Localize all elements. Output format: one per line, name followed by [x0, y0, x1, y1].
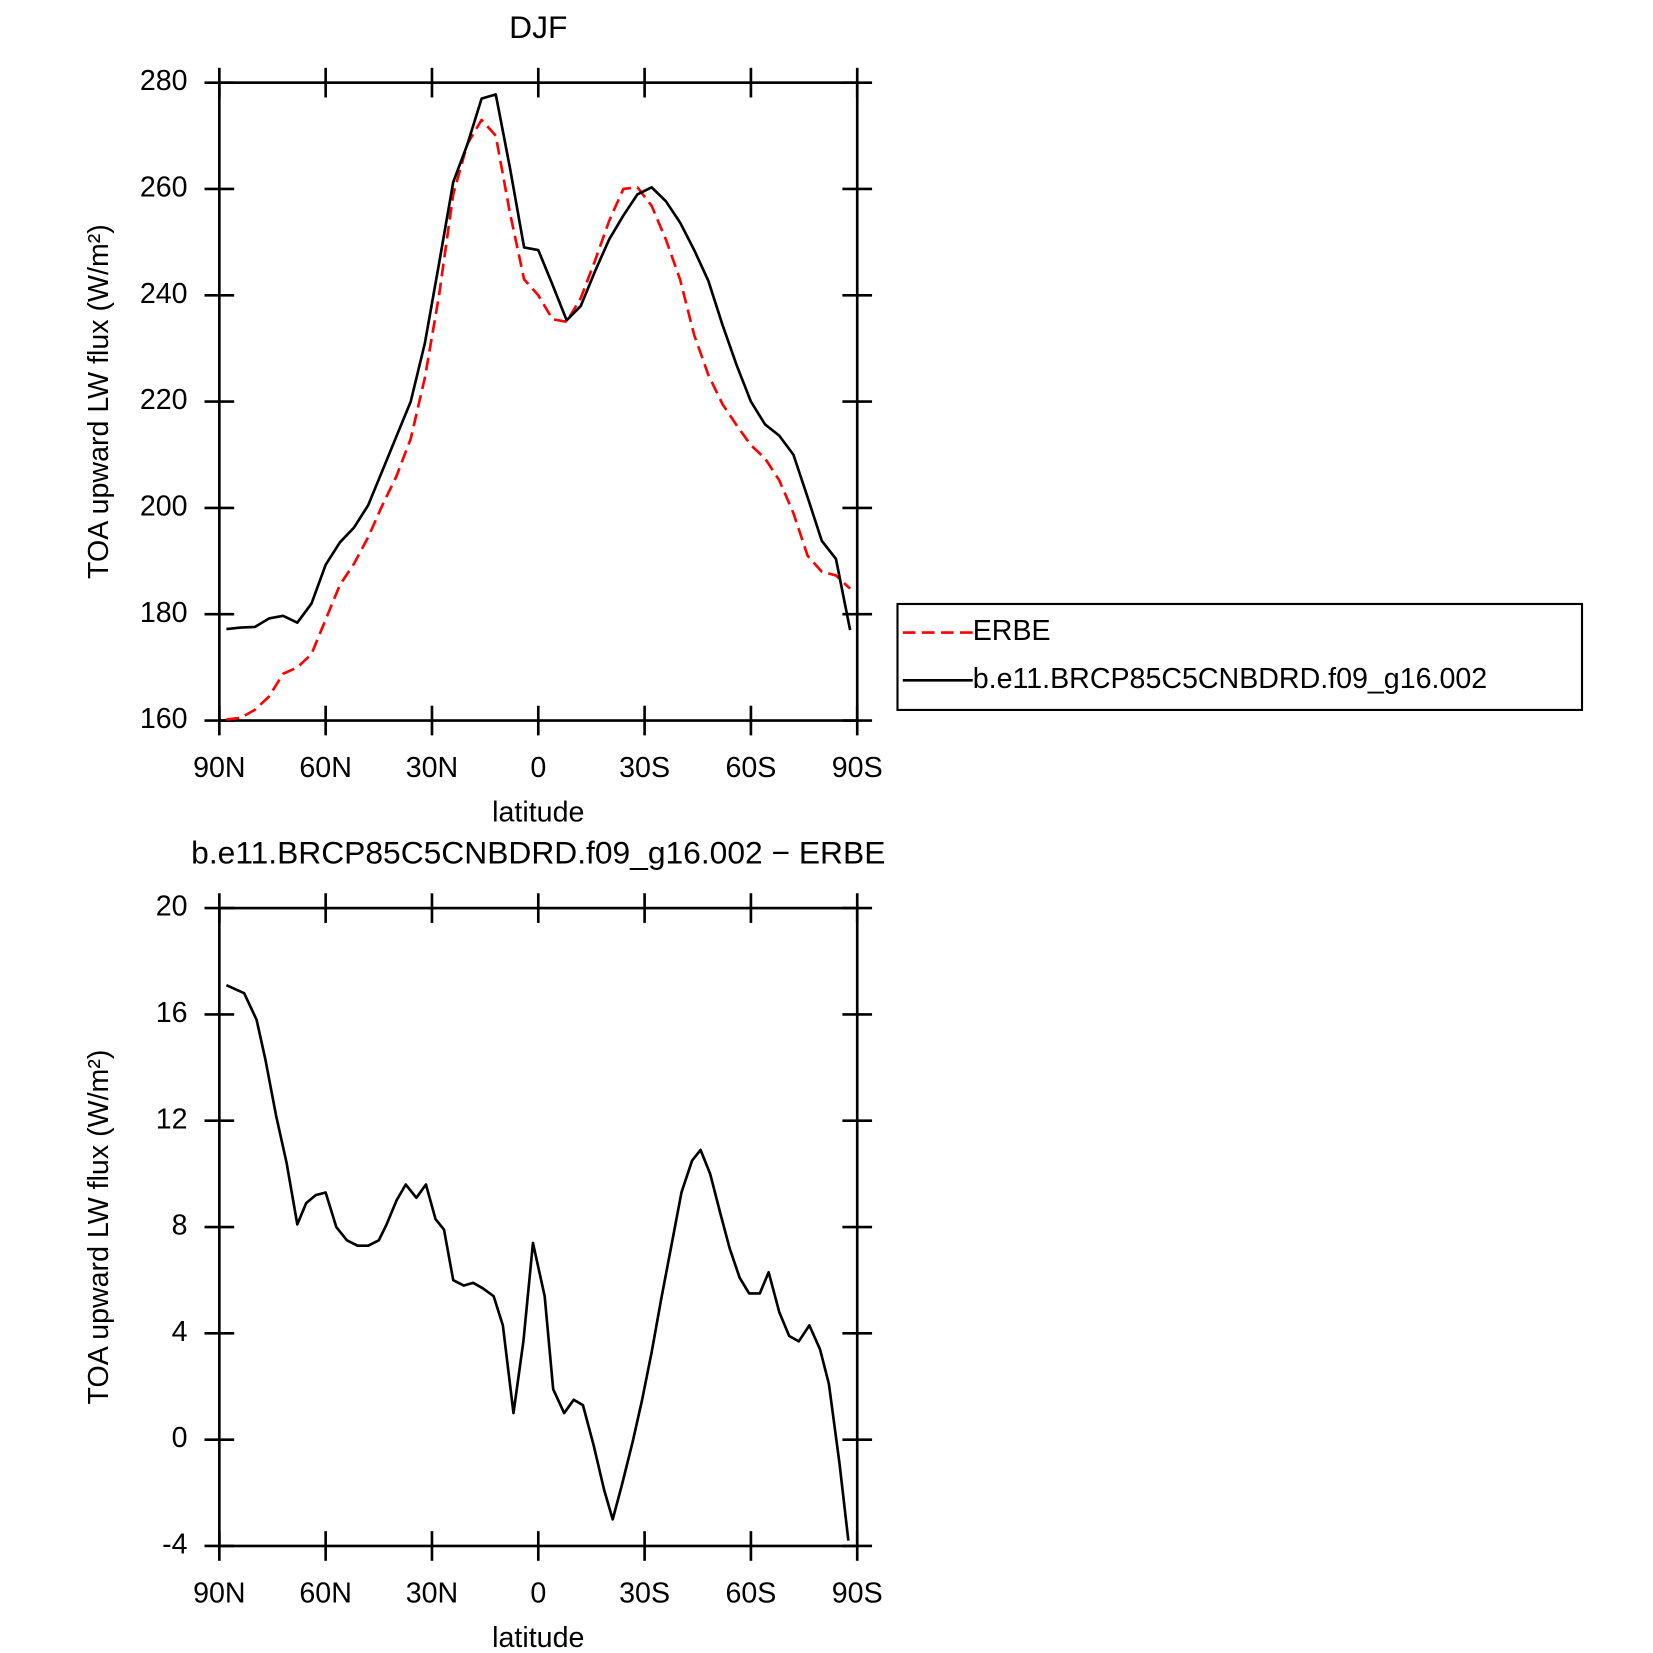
x-tick-label: 60S	[725, 1577, 776, 1609]
y-tick-label: 20	[156, 891, 188, 923]
y-tick-label: 4	[172, 1316, 188, 1348]
x-tick-label: 30N	[406, 752, 458, 784]
x-tick-label: 0	[530, 752, 546, 784]
y-axis-label: TOA upward LW flux (W/m²)	[83, 1050, 115, 1405]
x-tick-label: 60N	[299, 1577, 351, 1609]
legend-label: b.e11.BRCP85C5CNBDRD.f09_g16.002	[973, 663, 1487, 695]
x-tick-label: 90S	[832, 1577, 883, 1609]
x-axis-label: latitude	[492, 1622, 584, 1653]
x-tick-label: 90N	[193, 752, 245, 784]
x-axis-label: latitude	[492, 796, 584, 828]
y-tick-label: 260	[140, 172, 188, 204]
y-tick-label: -4	[162, 1529, 188, 1561]
x-tick-label: 30S	[619, 1577, 670, 1609]
y-tick-label: 8	[172, 1210, 188, 1242]
chart-title: DJF	[509, 9, 567, 45]
chart-title: b.e11.BRCP85C5CNBDRD.f09_g16.002 − ERBE	[191, 835, 885, 871]
y-tick-label: 240	[140, 278, 188, 310]
plot-frame	[218, 906, 859, 1548]
x-tick-label: 60N	[299, 752, 351, 784]
legend-label: ERBE	[973, 615, 1051, 647]
x-tick-label: 90N	[193, 1577, 245, 1609]
x-tick-label: 0	[530, 1577, 546, 1609]
y-tick-label: 12	[156, 1103, 188, 1135]
x-tick-label: 30S	[619, 752, 670, 784]
x-tick-label: 90S	[832, 752, 883, 784]
x-tick-label: 60S	[725, 752, 776, 784]
y-tick-label: 160	[140, 703, 188, 735]
data-line	[225, 983, 850, 1541]
y-axis-label: TOA upward LW flux (W/m²)	[83, 224, 115, 579]
y-tick-label: 220	[140, 384, 188, 416]
data-line	[226, 118, 852, 721]
x-tick-label: 30N	[406, 1577, 458, 1609]
y-tick-label: 200	[140, 490, 188, 522]
y-tick-label: 180	[140, 597, 188, 629]
y-tick-label: 0	[172, 1422, 188, 1454]
legend-box	[896, 602, 1584, 712]
y-tick-label: 16	[156, 997, 188, 1029]
plot-frame	[218, 81, 859, 722]
data-line	[226, 93, 852, 631]
y-tick-label: 280	[140, 65, 188, 97]
